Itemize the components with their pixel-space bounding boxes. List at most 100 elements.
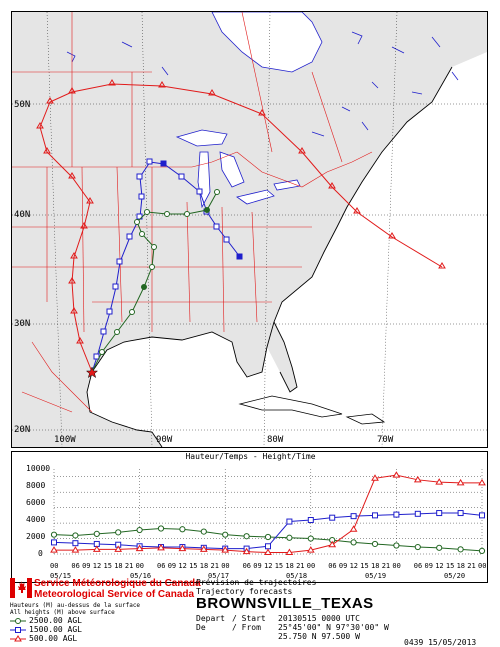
lon-label-90w: 90W xyxy=(156,435,173,445)
hour-tick-label: 21 xyxy=(381,562,391,570)
series-point xyxy=(350,513,357,520)
hour-tick-label: 09 xyxy=(253,562,262,570)
coastline xyxy=(86,66,453,448)
hour-tick-label: 06 xyxy=(413,562,423,570)
lon-label-80w: 80W xyxy=(267,435,284,445)
hour-tick-label: 12 xyxy=(92,562,102,570)
date-label: 05/18 xyxy=(286,572,308,580)
product-fr: Prévision de trajectoires xyxy=(196,578,317,587)
origin-star-icon xyxy=(85,366,99,379)
series-point xyxy=(436,544,443,551)
hour-tick-label: 12 xyxy=(435,562,444,570)
series-point xyxy=(199,545,208,552)
hour-tick-label: 15 xyxy=(189,562,198,570)
series-point xyxy=(478,547,486,555)
series-point xyxy=(178,544,187,552)
series-point xyxy=(92,545,101,552)
series-point xyxy=(72,540,79,547)
hour-tick-label: 18 xyxy=(371,562,380,570)
triangle-marker-icon xyxy=(10,634,26,641)
agency-name-en: Meteorological Service of Canada xyxy=(34,589,195,600)
hudson-bay xyxy=(211,11,323,73)
y-tick: 2000 xyxy=(26,532,46,541)
hour-tick-label: 06 xyxy=(242,562,252,570)
hispaniola xyxy=(345,413,386,425)
landmass xyxy=(12,12,487,447)
lake-huron xyxy=(219,151,245,188)
station-name: BROWNSVILLE_TEXAS xyxy=(196,595,374,612)
hour-tick-label: 21 xyxy=(210,562,219,570)
hour-tick-label: 18 xyxy=(199,562,209,570)
florida xyxy=(267,322,297,392)
series-point xyxy=(286,534,293,541)
from-value-dms: 25°45'00" N 97°30'00" W xyxy=(278,623,389,632)
series-point xyxy=(264,533,272,541)
hour-tick-label: 12 xyxy=(264,562,273,570)
hour-tick-label: 00 xyxy=(221,562,230,570)
series-point xyxy=(50,531,58,538)
y-tick: 10000 xyxy=(26,464,51,473)
trajectory-2500m-line xyxy=(91,191,218,373)
hour-tick-label: 12 xyxy=(349,562,359,570)
hour-tick-label: 21 xyxy=(124,562,134,570)
series-point xyxy=(221,546,230,553)
series-point xyxy=(243,533,250,540)
trajectory-2500m-markers xyxy=(99,189,220,355)
circle-marker-icon xyxy=(10,617,26,624)
hour-tick-label: 12 xyxy=(178,562,187,570)
series-point xyxy=(372,512,378,519)
lat-label-20n: 20N xyxy=(14,425,31,435)
series-point xyxy=(242,547,251,555)
height-note-en: All heights (M) above surface xyxy=(10,609,115,616)
height-time-chart: Hauteur/Temps - Height/Time 10000 8000 6… xyxy=(11,451,488,583)
start-value: 20130515 0000 UTC xyxy=(278,614,360,623)
product-code: 0439 15/05/2013 xyxy=(404,638,477,647)
series-point xyxy=(135,544,144,552)
series-point xyxy=(350,539,357,546)
date-label: 05/19 xyxy=(365,572,387,580)
series-point xyxy=(393,542,400,549)
start-label: / Start xyxy=(232,614,266,623)
hour-tick-label: 00 xyxy=(306,562,316,570)
legend-500m: 500.00 AGL xyxy=(10,634,77,643)
lon-label-70w: 70W xyxy=(377,435,394,445)
series-point xyxy=(51,539,57,546)
lat-label-40n: 40N xyxy=(14,210,31,220)
series-point xyxy=(393,511,400,518)
series-point xyxy=(285,548,294,555)
square-marker-icon xyxy=(10,626,26,633)
y-tick: 4000 xyxy=(26,515,46,524)
political-boundaries xyxy=(12,11,373,413)
series-point xyxy=(413,475,422,483)
product-en: Trajectory forecasts xyxy=(196,587,293,596)
hour-tick-label: 00 xyxy=(50,562,59,570)
trajectory-500m-line xyxy=(39,83,443,373)
agency-name-fr: Service Météorologique du Canada xyxy=(34,578,201,589)
from-value-decimal: 25.750 N 97.500 W xyxy=(278,632,360,641)
y-tick: 6000 xyxy=(26,498,46,507)
hour-tick-label: 00 xyxy=(478,562,487,570)
trajectory-500m-markers xyxy=(36,79,446,344)
y-tick: 8000 xyxy=(26,481,46,490)
series-point xyxy=(457,510,464,517)
series-point xyxy=(436,510,443,517)
cuba xyxy=(238,395,343,418)
legend-1500m: 1500.00 AGL xyxy=(10,625,82,634)
lon-label-100w: 100W xyxy=(54,435,76,445)
footer: Service Météorologique du Canada Meteoro… xyxy=(0,578,500,647)
date-label: 05/20 xyxy=(444,572,466,580)
series-point xyxy=(157,543,165,551)
lake-superior xyxy=(175,129,228,147)
series-point xyxy=(371,474,379,481)
series-point xyxy=(456,478,465,486)
map-canvas xyxy=(12,11,487,448)
depart-label: Depart xyxy=(196,614,225,623)
hour-tick-label: 09 xyxy=(82,562,91,570)
hour-tick-label: 00 xyxy=(135,562,145,570)
legend-label: 2500.00 AGL xyxy=(29,616,82,625)
series-point xyxy=(329,514,336,521)
series-point xyxy=(457,546,464,553)
hour-tick-label: 15 xyxy=(360,562,369,570)
height-note-fr: Hauteurs (M) au-dessus de la surface xyxy=(10,602,141,609)
series-point xyxy=(478,478,486,486)
